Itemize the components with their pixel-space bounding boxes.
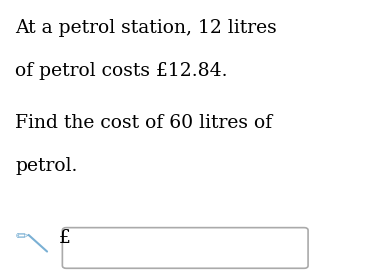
Text: Find the cost of 60 litres of: Find the cost of 60 litres of [15,114,272,132]
Text: petrol.: petrol. [15,157,77,175]
Text: At a petrol station, 12 litres: At a petrol station, 12 litres [15,19,277,37]
Text: ✏: ✏ [15,229,28,244]
Text: of petrol costs £12.84.: of petrol costs £12.84. [15,62,228,80]
FancyBboxPatch shape [62,228,308,268]
Text: £: £ [59,229,70,247]
